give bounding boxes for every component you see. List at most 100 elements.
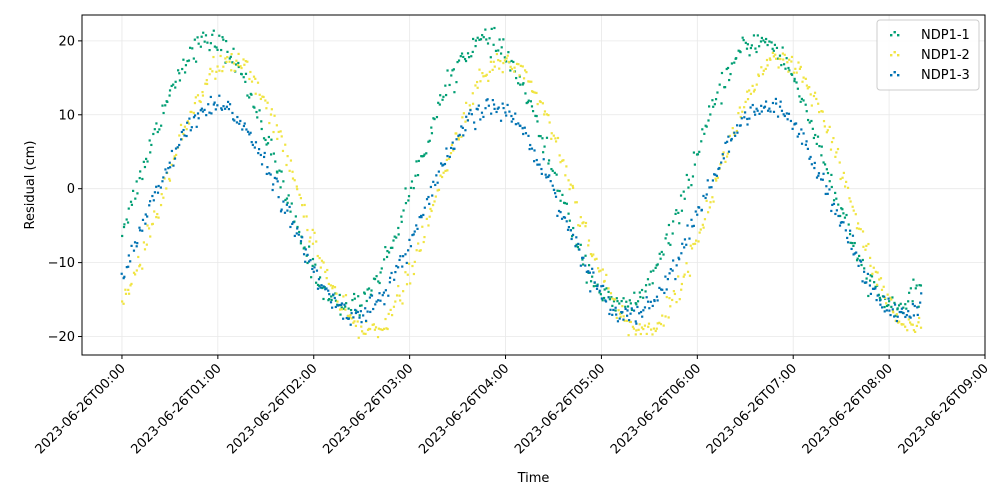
data-point [470,113,473,116]
data-point [497,106,500,109]
data-point [228,57,231,60]
data-point [691,175,695,178]
data-point [617,309,620,312]
data-point [863,270,866,273]
data-point [468,104,471,107]
data-point [141,229,144,232]
data-point [244,72,248,75]
data-point [700,208,703,211]
data-point [428,215,431,218]
data-point [663,291,666,295]
data-point [919,326,923,329]
data-point [168,161,171,164]
data-point [423,206,426,209]
data-point [571,233,575,236]
data-point [785,112,788,115]
data-point [550,137,553,140]
data-point [735,129,738,133]
data-point [706,211,710,214]
data-point [306,261,309,265]
data-point [249,131,252,134]
data-point [731,127,734,130]
data-point [907,318,910,321]
data-point [456,60,459,64]
data-point [219,54,222,58]
data-point [462,134,465,137]
data-point [664,237,667,240]
data-point [581,256,584,259]
data-point [471,92,474,95]
data-point [178,134,181,137]
data-point [254,77,257,80]
data-point [543,110,547,113]
data-point [479,38,483,41]
data-point [366,310,369,313]
data-point [196,36,199,39]
data-point [772,110,776,113]
data-point [280,170,283,173]
data-point [473,121,476,124]
data-point [808,157,811,160]
data-point [230,69,233,72]
data-point [713,173,716,176]
data-point [855,259,859,262]
data-point [405,283,409,286]
data-point [656,299,659,302]
data-point [322,285,325,288]
data-point [797,61,800,64]
data-point [653,299,656,303]
data-point [329,301,333,304]
data-point [494,49,498,52]
data-point [513,66,516,69]
data-point [220,108,224,111]
data-point [331,306,334,309]
data-point [658,252,661,255]
data-point [711,196,714,199]
data-point [849,241,852,244]
data-point [410,180,414,183]
data-point [772,55,775,58]
data-point [885,304,889,308]
data-point [344,294,348,297]
data-point [888,309,891,312]
data-point [658,286,661,290]
data-point [347,317,350,320]
data-point [530,80,533,83]
data-point [409,186,413,189]
data-point [391,246,394,249]
data-point [838,224,842,227]
data-point [133,241,137,244]
data-point [502,38,505,41]
data-point [344,308,347,311]
data-point [508,110,511,113]
data-point [435,174,438,177]
data-point [872,266,875,269]
data-point [596,283,599,286]
data-point [298,193,301,196]
data-point [279,210,283,213]
data-point [891,310,894,313]
data-point [748,89,751,92]
data-point [340,302,344,305]
data-point [825,185,828,188]
data-point [743,116,746,119]
data-point [237,65,240,69]
data-point [695,239,698,242]
data-point [551,169,554,172]
data-point [190,110,193,114]
data-point [474,84,477,87]
data-point [382,327,386,330]
data-point [356,310,359,314]
data-point [561,159,564,162]
data-point [311,267,314,271]
data-point [135,245,138,248]
legend-box [876,19,980,91]
data-point [558,189,561,193]
data-point [226,100,230,104]
data-point [225,39,228,43]
data-point [727,150,731,153]
data-point [515,76,518,80]
data-point [364,319,368,322]
data-point [125,265,128,269]
data-point [792,71,796,74]
